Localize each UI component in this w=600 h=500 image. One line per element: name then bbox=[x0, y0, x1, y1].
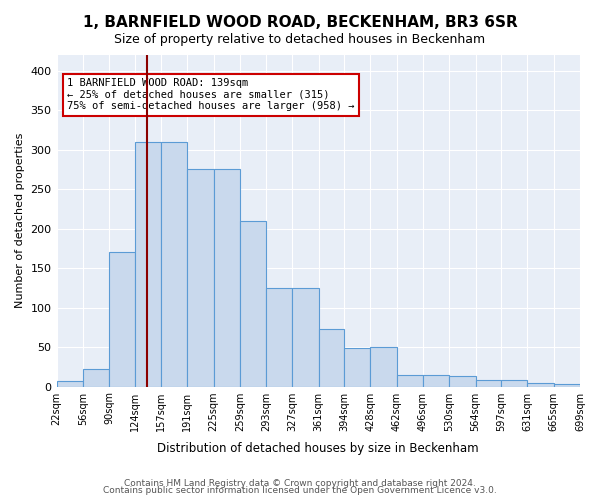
Bar bbox=[319, 329, 344, 386]
Text: Size of property relative to detached houses in Beckenham: Size of property relative to detached ho… bbox=[115, 32, 485, 46]
Bar bbox=[397, 374, 423, 386]
Bar bbox=[161, 142, 187, 386]
Bar bbox=[476, 380, 501, 386]
Y-axis label: Number of detached properties: Number of detached properties bbox=[15, 133, 25, 308]
Bar bbox=[449, 376, 476, 386]
Bar bbox=[344, 348, 370, 387]
Bar bbox=[187, 170, 214, 386]
Bar bbox=[554, 384, 580, 386]
Bar bbox=[214, 170, 240, 386]
Text: Contains public sector information licensed under the Open Government Licence v3: Contains public sector information licen… bbox=[103, 486, 497, 495]
Bar bbox=[423, 374, 449, 386]
Bar bbox=[83, 369, 109, 386]
X-axis label: Distribution of detached houses by size in Beckenham: Distribution of detached houses by size … bbox=[157, 442, 479, 455]
Bar bbox=[240, 221, 266, 386]
Bar bbox=[136, 142, 161, 386]
Text: 1 BARNFIELD WOOD ROAD: 139sqm
← 25% of detached houses are smaller (315)
75% of : 1 BARNFIELD WOOD ROAD: 139sqm ← 25% of d… bbox=[67, 78, 355, 112]
Bar bbox=[109, 252, 136, 386]
Bar bbox=[527, 384, 554, 386]
Bar bbox=[501, 380, 527, 386]
Bar bbox=[266, 288, 292, 386]
Text: 1, BARNFIELD WOOD ROAD, BECKENHAM, BR3 6SR: 1, BARNFIELD WOOD ROAD, BECKENHAM, BR3 6… bbox=[83, 15, 517, 30]
Bar bbox=[292, 288, 319, 386]
Text: Contains HM Land Registry data © Crown copyright and database right 2024.: Contains HM Land Registry data © Crown c… bbox=[124, 478, 476, 488]
Bar bbox=[56, 381, 83, 386]
Bar bbox=[370, 347, 397, 387]
